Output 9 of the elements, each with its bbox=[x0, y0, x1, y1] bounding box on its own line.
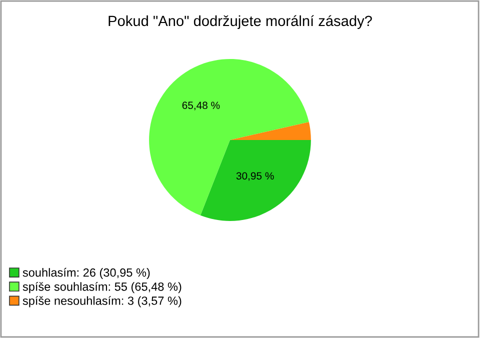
legend-label: spíše souhlasím: 55 (65,48 %) bbox=[22, 282, 182, 294]
legend-label: souhlasím: 26 (30,95 %) bbox=[22, 268, 150, 280]
data-label: 30,95 % bbox=[236, 172, 274, 181]
legend-label: spíše nesouhlasím: 3 (3,57 %) bbox=[22, 296, 182, 308]
pie-slice bbox=[230, 122, 311, 140]
data-label: 65,48 % bbox=[182, 102, 220, 110]
chart-title: Pokud "Ano" dodržujete morální zásady? bbox=[108, 15, 372, 29]
pie-slice bbox=[200, 140, 311, 221]
pie-slice bbox=[149, 59, 309, 216]
